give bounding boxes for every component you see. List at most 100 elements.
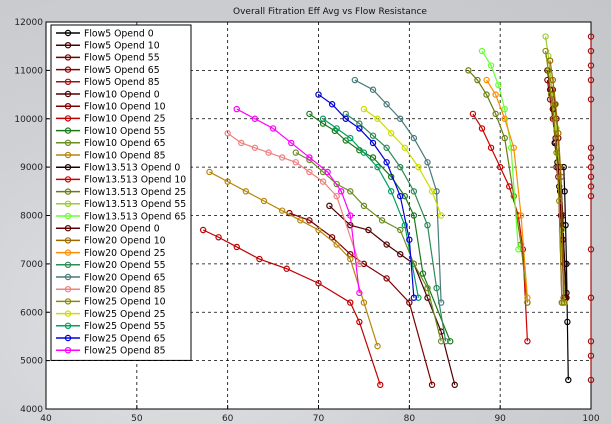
data-point — [556, 197, 563, 205]
data-point — [451, 381, 458, 389]
data-point — [587, 173, 595, 180]
legend-marker — [64, 224, 72, 232]
data-point — [283, 265, 290, 272]
data-point — [319, 115, 327, 122]
data-point — [224, 178, 231, 185]
series-line — [345, 113, 447, 342]
data-point — [550, 115, 557, 122]
data-point — [587, 76, 595, 84]
data-point — [333, 180, 340, 188]
legend-marker — [64, 151, 72, 159]
series-10 — [206, 168, 381, 350]
series-line — [354, 79, 442, 303]
data-point — [360, 149, 368, 156]
legend-label: Flow10 Opend 10 — [84, 102, 166, 113]
series-line — [309, 113, 451, 342]
legend-label: Flow13.513 Opend 55 — [84, 199, 186, 210]
data-point — [419, 270, 427, 277]
legend-item: Flow10 Opend 0 — [56, 89, 160, 100]
legend-item: Flow5 Opend 10 — [56, 41, 160, 52]
data-point — [383, 159, 390, 166]
data-point — [351, 76, 359, 84]
data-point — [501, 105, 508, 113]
data-point — [233, 105, 240, 113]
data-point — [365, 226, 372, 234]
series-line — [202, 229, 381, 386]
legend-box — [50, 24, 192, 361]
legend-label: Flow5 Opend 0 — [84, 28, 154, 39]
legend-label: Flow5 Opend 10 — [84, 41, 160, 52]
data-point — [542, 47, 549, 55]
data-point — [433, 284, 440, 292]
data-point — [242, 188, 250, 195]
legend-marker — [64, 200, 72, 207]
x-tick-label: 90 — [494, 414, 506, 424]
data-point — [487, 144, 495, 151]
legend-label: Flow20 Opend 85 — [84, 285, 166, 296]
series-line — [472, 113, 529, 342]
legend-item: Flow20 Opend 25 — [56, 248, 166, 259]
data-point — [397, 226, 404, 234]
data-point — [306, 168, 313, 176]
data-point — [238, 139, 245, 147]
data-point — [297, 217, 304, 224]
series-line — [363, 108, 442, 216]
y-tick-label: 11000 — [14, 66, 43, 76]
data-point — [558, 299, 566, 306]
legend-item: Flow25 Opend 85 — [56, 346, 166, 357]
data-point — [515, 246, 522, 253]
data-point — [306, 110, 313, 118]
legend-marker — [64, 237, 72, 244]
data-point — [397, 192, 404, 200]
data-point — [333, 241, 340, 248]
data-point — [383, 144, 390, 151]
data-point — [360, 202, 368, 210]
data-point — [424, 221, 431, 229]
legend-label: Flow20 Opend 65 — [84, 272, 166, 283]
legend-marker — [64, 42, 72, 49]
data-point — [587, 376, 595, 384]
legend-marker — [64, 212, 72, 220]
data-point — [356, 125, 363, 132]
data-point — [319, 168, 327, 176]
data-point — [483, 91, 490, 98]
data-point — [465, 67, 472, 74]
legend-marker — [64, 115, 72, 122]
data-point — [347, 299, 354, 306]
legend-marker — [64, 188, 72, 195]
data-point — [406, 299, 413, 306]
data-point — [478, 125, 486, 132]
legend-label: Flow10 Opend 65 — [84, 138, 166, 149]
data-point — [360, 299, 368, 306]
legend-label: Flow5 Opend 85 — [84, 77, 160, 88]
data-point — [447, 338, 454, 345]
data-point — [378, 217, 386, 224]
legend-label: Flow10 Opend 0 — [84, 89, 160, 100]
data-point — [347, 221, 354, 229]
legend-label: Flow20 Opend 25 — [84, 248, 166, 259]
legend-item: Flow20 Opend 10 — [56, 236, 166, 247]
legend-item: Flow13.513 Opend 55 — [56, 199, 186, 210]
legend-marker — [64, 310, 72, 317]
data-point — [564, 318, 571, 326]
legend-item: Flow5 Opend 0 — [56, 28, 154, 39]
data-point — [410, 294, 418, 301]
legend-item: Flow10 Opend 55 — [56, 126, 166, 137]
legend-marker — [64, 273, 72, 281]
legend-item: Flow20 Opend 85 — [56, 285, 166, 296]
data-point — [496, 163, 504, 171]
data-point — [424, 284, 431, 292]
legend-item: Flow20 Opend 55 — [56, 260, 166, 271]
data-point — [587, 294, 595, 301]
legend-marker — [64, 286, 72, 293]
legend-marker — [64, 298, 72, 305]
legend-item: Flow10 Opend 10 — [56, 102, 166, 113]
data-point — [555, 130, 562, 137]
series-12 — [469, 110, 531, 345]
data-point — [360, 260, 368, 268]
series-line — [209, 171, 379, 347]
series-line — [227, 132, 360, 265]
legend-marker — [64, 29, 72, 37]
